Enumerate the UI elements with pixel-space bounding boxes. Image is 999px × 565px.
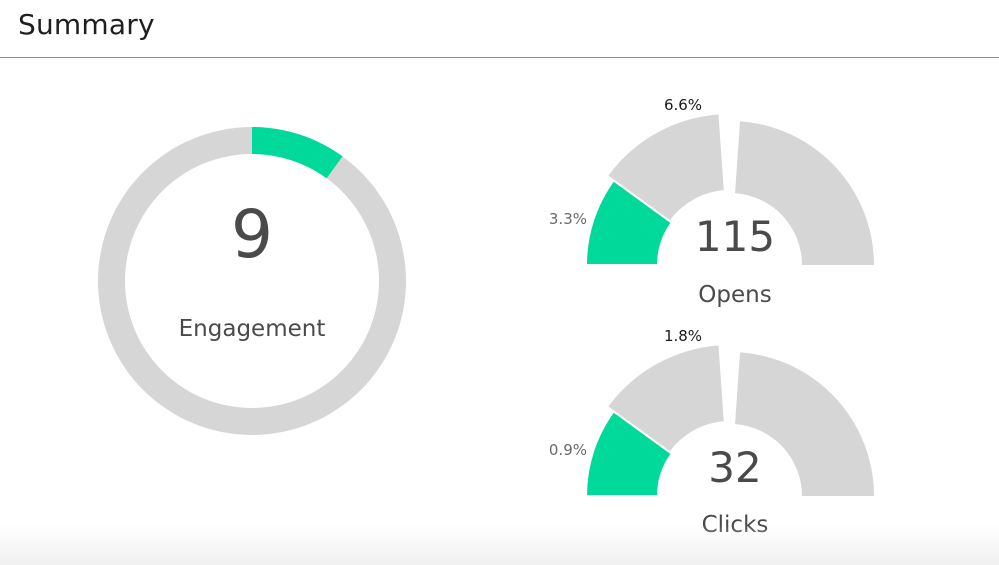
clicks-first-arc [584, 409, 674, 497]
engagement-chart: 9 Engagement [98, 127, 406, 435]
page-title: Summary [18, 8, 155, 41]
engagement-remainder-arc [98, 127, 406, 435]
opens-track-arc [735, 121, 874, 266]
engagement-value-arc [252, 127, 343, 179]
opens-label: Opens [698, 282, 771, 308]
bottom-fade [0, 525, 999, 565]
engagement-label: Engagement [179, 316, 326, 342]
clicks-first-label: 0.9% [549, 441, 587, 459]
engagement-value: 9 [231, 196, 273, 273]
opens-gauge: 3.3% 6.6% 115 Opens [549, 96, 874, 308]
summary-header: Summary [0, 0, 999, 58]
clicks-value: 32 [708, 443, 761, 492]
opens-first-arc [584, 178, 674, 266]
opens-value: 115 [695, 212, 775, 261]
opens-first-label: 3.3% [549, 210, 587, 228]
opens-second-label: 6.6% [664, 96, 702, 114]
clicks-gauge: 0.9% 1.8% 32 Clicks [549, 327, 874, 538]
opens-second-arc [605, 112, 726, 223]
clicks-second-label: 1.8% [664, 327, 702, 345]
clicks-track-arc [735, 352, 874, 496]
clicks-second-arc [605, 343, 726, 454]
